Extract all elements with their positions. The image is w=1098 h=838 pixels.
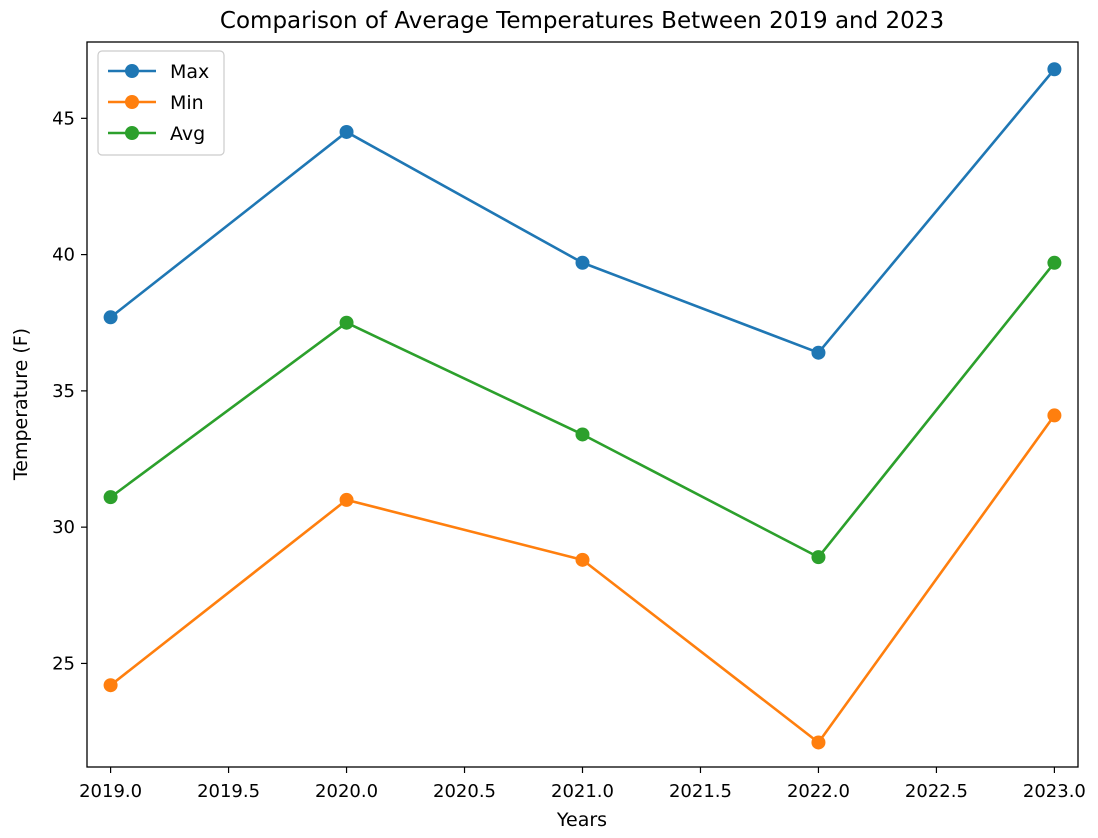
data-point-max: [103, 310, 118, 325]
series-line-max: [109, 68, 1056, 355]
legend: Max Min Avg: [97, 50, 225, 156]
x-tick-label: 2022.0: [787, 781, 850, 802]
data-point-min: [811, 735, 826, 750]
legend-label-max: Max: [170, 61, 209, 83]
data-point-avg: [811, 550, 826, 565]
x-tick-label: 2022.5: [905, 781, 968, 802]
series-line-min: [109, 414, 1056, 744]
legend-label-min: Min: [170, 92, 204, 114]
y-axis-label: Temperature (F): [10, 328, 32, 481]
series-layer: [103, 62, 1062, 750]
y-tick-label: 30: [52, 517, 75, 538]
y-tick-label: 45: [52, 108, 75, 129]
x-tick-label: 2019.0: [79, 781, 142, 802]
y-axis: 25 30 35 40 45: [52, 108, 87, 674]
chart-title: Comparison of Average Temperatures Betwe…: [220, 8, 944, 34]
legend-marker-min: [125, 95, 139, 109]
series-line-avg: [109, 261, 1056, 559]
x-tick-label: 2020.5: [433, 781, 496, 802]
legend-label-avg: Avg: [170, 123, 205, 145]
data-point-min: [103, 678, 118, 693]
x-axis-label: Years: [556, 809, 607, 831]
x-tick-label: 2023.0: [1023, 781, 1086, 802]
data-point-avg: [339, 315, 354, 330]
x-axis: 2019.0 2019.5 2020.0 2020.5 2021.0 2021.5 2022…: [79, 767, 1086, 802]
x-tick-label: 2020.0: [315, 781, 378, 802]
legend-marker-max: [125, 64, 139, 78]
data-point-max: [811, 345, 826, 360]
legend-item-avg: Avg: [108, 123, 205, 145]
legend-item-min: Min: [108, 92, 204, 114]
data-point-avg: [1047, 255, 1062, 270]
y-tick-label: 40: [52, 245, 75, 266]
legend-item-max: Max: [108, 61, 209, 83]
data-point-max: [1047, 62, 1062, 77]
data-point-avg: [103, 490, 118, 505]
x-tick-label: 2021.0: [551, 781, 614, 802]
data-point-avg: [575, 427, 590, 442]
x-tick-label: 2021.5: [669, 781, 732, 802]
x-tick-label: 2019.5: [197, 781, 260, 802]
y-tick-label: 35: [52, 381, 75, 402]
y-tick-label: 25: [52, 653, 75, 674]
data-point-min: [1047, 408, 1062, 423]
data-point-max: [339, 124, 354, 139]
data-point-min: [339, 492, 354, 507]
legend-marker-avg: [125, 126, 139, 140]
data-point-max: [575, 255, 590, 270]
data-point-min: [575, 552, 590, 567]
